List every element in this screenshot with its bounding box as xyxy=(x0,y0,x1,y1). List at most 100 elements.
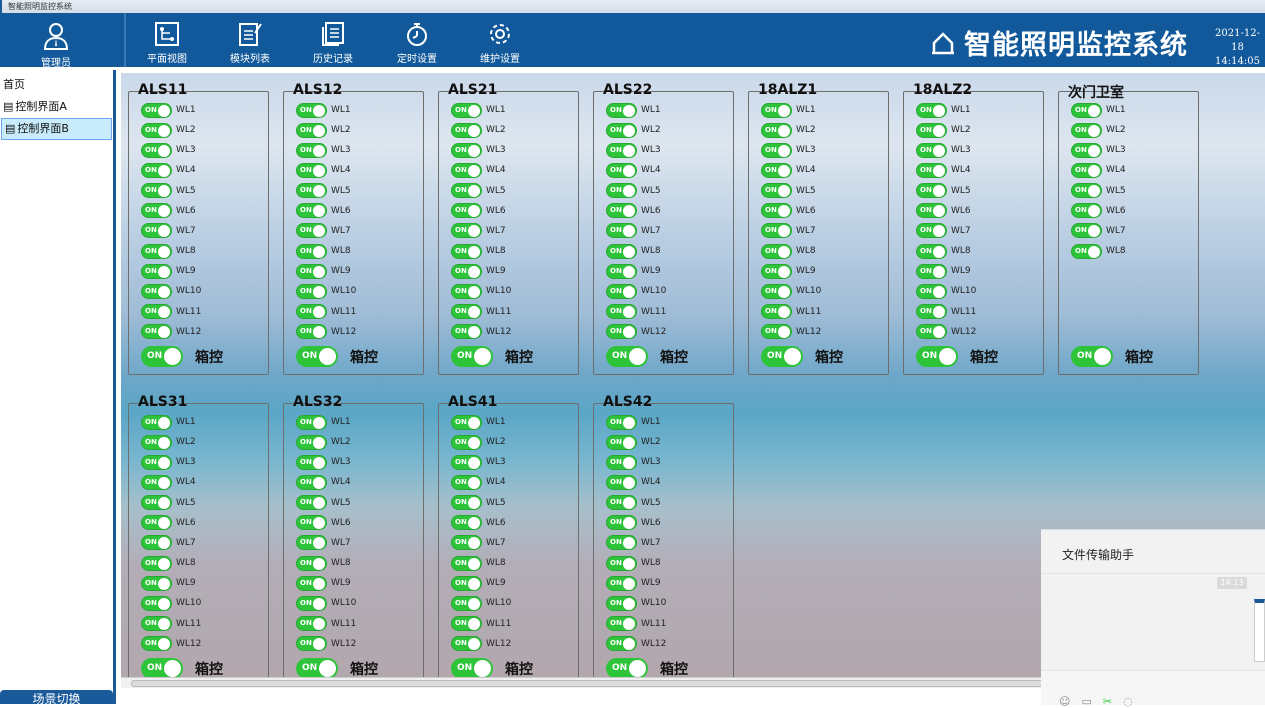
toggle-switch[interactable]: ON xyxy=(141,616,172,631)
toggle-switch[interactable]: ON xyxy=(606,595,637,611)
toggle-switch[interactable]: ON xyxy=(141,203,172,219)
toggle-switch[interactable]: ON xyxy=(296,183,327,199)
toggle-switch[interactable]: ON xyxy=(141,414,172,430)
toggle-switch[interactable]: ON xyxy=(606,263,637,279)
toggle-switch[interactable]: ON xyxy=(1071,243,1102,259)
toggle-switch[interactable]: ON xyxy=(606,575,637,591)
toggle-switch[interactable]: ON xyxy=(141,263,172,279)
toggle-switch[interactable]: ON xyxy=(916,122,947,138)
toggle-switch[interactable]: ON xyxy=(761,142,792,158)
toggle-switch[interactable]: ON xyxy=(606,162,637,178)
toggle-switch[interactable]: ON xyxy=(451,474,482,490)
horizontal-scrollbar[interactable] xyxy=(121,677,1161,688)
toggle-switch[interactable]: ON xyxy=(296,142,327,158)
toggle-switch[interactable]: ON xyxy=(141,535,172,551)
toggle-switch[interactable]: ON xyxy=(1071,203,1102,219)
toggle-switch[interactable]: ON xyxy=(606,434,637,450)
toggle-switch[interactable]: ON xyxy=(761,122,792,138)
toggle-switch[interactable]: ON xyxy=(451,304,482,319)
toggle-switch[interactable]: ON xyxy=(296,474,327,490)
nav-module-list[interactable]: 模块列表 xyxy=(210,13,290,67)
chat-bubble-icon[interactable]: ◌ xyxy=(1123,695,1133,708)
folder-icon[interactable]: ▭ xyxy=(1081,695,1092,708)
toggle-switch[interactable]: ON xyxy=(916,162,947,178)
toggle-switch[interactable]: ON xyxy=(451,122,482,138)
toggle-switch[interactable]: ON xyxy=(451,102,482,118)
toggle-switch[interactable]: ON xyxy=(141,454,172,470)
toggle-switch[interactable]: ON xyxy=(916,304,947,319)
toggle-switch[interactable]: ON xyxy=(761,223,792,239)
toggle-switch[interactable]: ON xyxy=(296,243,327,259)
toggle-switch[interactable]: ON xyxy=(451,142,482,158)
toggle-switch[interactable]: ON xyxy=(606,183,637,199)
toggle-switch[interactable]: ON xyxy=(141,636,172,652)
toggle-switch[interactable]: ON xyxy=(451,454,482,470)
toggle-switch[interactable]: ON xyxy=(296,324,327,340)
toggle-switch[interactable]: ON xyxy=(296,454,327,470)
toggle-switch[interactable]: ON xyxy=(451,223,482,239)
toggle-switch[interactable]: ON xyxy=(606,122,637,138)
toggle-switch[interactable]: ON xyxy=(761,243,792,259)
toggle-switch[interactable]: ON xyxy=(296,636,327,652)
toggle-switch[interactable]: ON xyxy=(296,102,327,118)
toggle-switch[interactable]: ON xyxy=(296,595,327,611)
toggle-switch[interactable]: ON xyxy=(606,223,637,239)
toggle-switch[interactable]: ON xyxy=(451,555,482,571)
toggle-switch[interactable]: ON xyxy=(141,555,172,571)
toggle-switch[interactable]: ON xyxy=(916,203,947,219)
toggle-switch[interactable]: ON xyxy=(296,575,327,591)
toggle-switch[interactable]: ON xyxy=(761,324,792,340)
toggle-switch[interactable]: ON xyxy=(916,324,947,340)
toggle-switch[interactable]: ON xyxy=(296,495,327,511)
toggle-switch[interactable]: ON xyxy=(606,102,637,118)
toggle-switch[interactable]: ON xyxy=(606,142,637,158)
toggle-switch[interactable]: ON xyxy=(916,102,947,118)
toggle-switch[interactable]: ON xyxy=(451,162,482,178)
toggle-switch[interactable]: ON xyxy=(451,636,482,652)
box-control-toggle[interactable]: ON xyxy=(761,346,803,367)
toggle-switch[interactable]: ON xyxy=(606,555,637,571)
toggle-switch[interactable]: ON xyxy=(296,535,327,551)
toggle-switch[interactable]: ON xyxy=(606,535,637,551)
box-control-toggle[interactable]: ON xyxy=(141,346,183,367)
toggle-switch[interactable]: ON xyxy=(761,102,792,118)
toggle-switch[interactable]: ON xyxy=(296,122,327,138)
toggle-switch[interactable]: ON xyxy=(1071,183,1102,199)
toggle-switch[interactable]: ON xyxy=(1071,102,1102,118)
toggle-switch[interactable]: ON xyxy=(296,515,327,531)
toggle-switch[interactable]: ON xyxy=(1071,162,1102,178)
toggle-switch[interactable]: ON xyxy=(296,263,327,279)
sidebar-item-home[interactable]: 首页 xyxy=(0,74,113,96)
box-control-toggle[interactable]: ON xyxy=(451,346,493,367)
toggle-switch[interactable]: ON xyxy=(141,434,172,450)
toggle-switch[interactable]: ON xyxy=(606,203,637,219)
box-control-toggle[interactable]: ON xyxy=(296,346,338,367)
nav-timer[interactable]: 定时设置 xyxy=(377,13,457,67)
toggle-switch[interactable]: ON xyxy=(606,304,637,319)
toggle-switch[interactable]: ON xyxy=(916,142,947,158)
toggle-switch[interactable]: ON xyxy=(1071,142,1102,158)
box-control-toggle[interactable]: ON xyxy=(606,346,648,367)
image-message-thumbnail[interactable] xyxy=(1254,599,1265,662)
toggle-switch[interactable]: ON xyxy=(761,162,792,178)
emoji-icon[interactable]: ☺ xyxy=(1059,695,1071,708)
toggle-switch[interactable]: ON xyxy=(451,495,482,511)
toggle-switch[interactable]: ON xyxy=(296,616,327,631)
toggle-switch[interactable]: ON xyxy=(761,203,792,219)
toggle-switch[interactable]: ON xyxy=(451,283,482,299)
toggle-switch[interactable]: ON xyxy=(141,243,172,259)
toggle-switch[interactable]: ON xyxy=(451,575,482,591)
toggle-switch[interactable]: ON xyxy=(451,263,482,279)
toggle-switch[interactable]: ON xyxy=(451,515,482,531)
toggle-switch[interactable]: ON xyxy=(761,283,792,299)
box-control-toggle[interactable]: ON xyxy=(451,658,493,677)
user-button[interactable]: 管理员 xyxy=(16,13,96,69)
toggle-switch[interactable]: ON xyxy=(451,616,482,631)
toggle-switch[interactable]: ON xyxy=(1071,223,1102,239)
toggle-switch[interactable]: ON xyxy=(141,495,172,511)
scene-switch-button[interactable]: 场景切换 xyxy=(0,690,113,704)
toggle-switch[interactable]: ON xyxy=(141,304,172,319)
sidebar-item-control-b[interactable]: ▤ 控制界面B xyxy=(1,118,112,140)
toggle-switch[interactable]: ON xyxy=(451,535,482,551)
toggle-switch[interactable]: ON xyxy=(141,162,172,178)
